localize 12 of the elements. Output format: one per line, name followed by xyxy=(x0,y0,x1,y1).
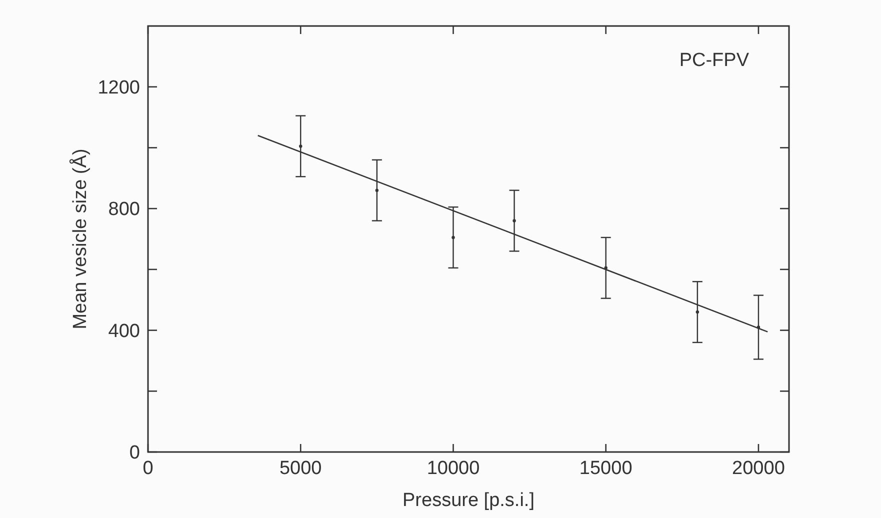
y-axis-title: Mean vesicle size (Å) xyxy=(69,148,91,330)
x-tick-label: 5000 xyxy=(279,458,322,479)
y-tick-label: 800 xyxy=(108,199,140,220)
x-tick-label: 0 xyxy=(142,458,154,479)
x-tick-label: 15000 xyxy=(579,458,632,479)
x-tick-label: 20000 xyxy=(732,458,785,479)
annotation: PC-FPV xyxy=(679,50,750,71)
y-tick-label: 0 xyxy=(129,442,140,464)
y-tick-label: 400 xyxy=(108,320,140,342)
x-tick-label: 10000 xyxy=(426,458,480,479)
x-axis-title: Pressure [p.s.i.] xyxy=(402,490,534,511)
y-tick-label: 1200 xyxy=(98,78,140,99)
